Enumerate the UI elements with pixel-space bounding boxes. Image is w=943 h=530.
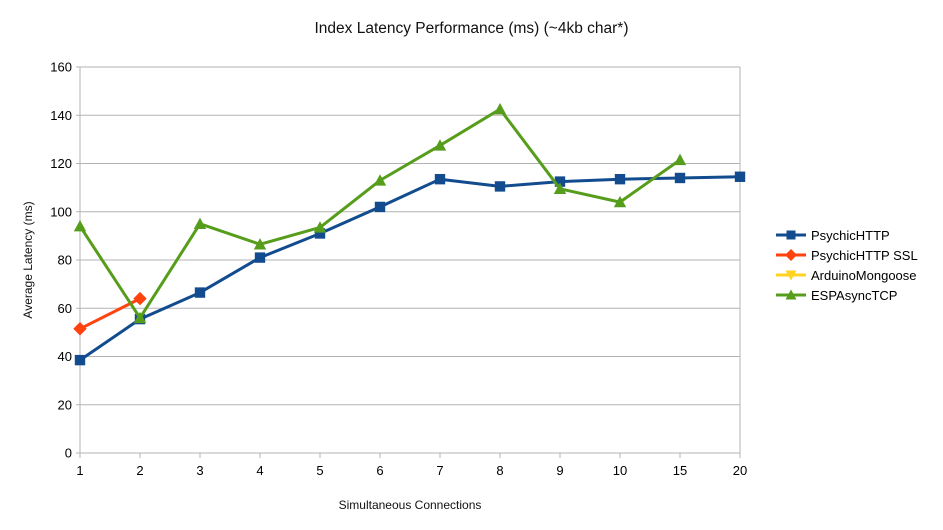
marker-square [74,354,86,366]
marker-square [254,252,266,263]
legend-swatch-triangle-up-icon [776,289,806,300]
marker-square [434,173,446,185]
legend-label: PsychicHTTP [811,227,890,243]
marker-triangle-up [313,221,327,233]
x-tick-label: 3 [196,463,203,478]
series-line-espasynctcp [78,107,681,320]
y-tick-label: 100 [50,204,72,219]
legend-label: PsychicHTTP SSL [811,247,918,263]
x-tick-label: 7 [436,463,443,478]
marker-square [374,201,386,213]
x-tick-label: 4 [256,463,263,478]
series-line-psychichttp [79,175,741,362]
marker-square [734,171,746,182]
y-tick-label: 40 [58,349,72,364]
legend-label: ESPAsyncTCP [811,287,898,303]
y-tick-label: 60 [58,301,72,316]
y-tick-label: 160 [50,60,72,75]
x-tick-label: 15 [673,463,687,478]
marker-square [614,173,626,185]
marker-triangle-up [433,139,447,151]
marker-triangle-up [73,220,87,232]
x-axis-title: Simultaneous Connections [338,498,482,512]
y-tick-label: 140 [50,108,72,123]
chart-title: Index Latency Performance (ms) (~4kb cha… [314,20,629,37]
legend-item: PsychicHTTP [776,225,918,245]
x-tick-label: 9 [556,463,563,478]
marker-triangle-up [493,103,507,115]
x-tick-label: 5 [316,463,323,478]
x-tick-label: 6 [376,463,383,478]
marker-triangle-up [673,153,687,166]
marker-diamond [73,322,87,336]
x-tick-label: 10 [613,463,627,478]
legend-swatch-triangle-down-icon [776,270,806,281]
y-tick-label: 120 [50,156,72,171]
legend-item: PsychicHTTP SSL [776,245,918,265]
legend-label: ArduinoMongoose [811,267,917,283]
marker-triangle-up [193,217,207,230]
marker-triangle-up [373,174,387,186]
x-tick-label: 1 [76,463,83,478]
marker-triangle-up [553,182,567,195]
legend-item: ArduinoMongoose [776,265,918,285]
legend: PsychicHTTP PsychicHTTP SSL ArduinoMongoos… [776,225,918,305]
marker-square [674,172,686,184]
x-tick-label: 2 [136,463,143,478]
marker-triangle-up [613,195,627,208]
marker-square [194,287,206,298]
y-tick-label: 20 [58,397,72,412]
x-tick-label: 20 [733,463,747,478]
marker-triangle-up [133,311,147,324]
y-tick-label: 0 [65,446,72,461]
legend-swatch-square-icon [776,230,806,240]
x-tick-label: 8 [496,463,503,478]
marker-square [494,181,506,192]
legend-swatch-diamond-icon [776,249,806,261]
y-tick-label: 80 [58,253,72,268]
legend-item: ESPAsyncTCP [776,285,918,305]
marker-triangle-up [253,238,267,250]
marker-diamond [133,291,147,306]
